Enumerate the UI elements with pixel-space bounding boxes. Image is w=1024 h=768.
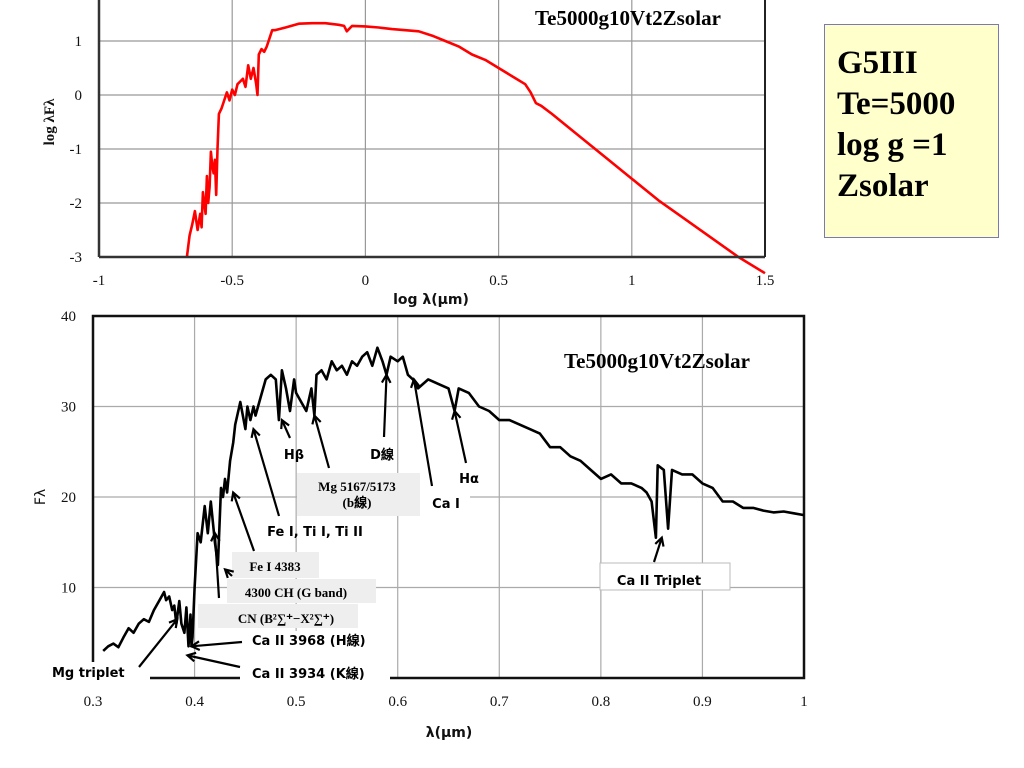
bottom-y-tick-label: 10 xyxy=(61,581,76,597)
top-x-tick-label: -1 xyxy=(93,273,106,289)
top-grid xyxy=(99,0,765,257)
annotation-arrow xyxy=(453,410,468,464)
annotation-label: 4300 CH (G band) xyxy=(245,585,347,600)
annotation-arrow xyxy=(280,419,292,439)
annotation-arrow xyxy=(213,533,221,599)
info-log-g: log g =1 xyxy=(837,127,948,163)
annotation-arrow xyxy=(313,415,331,469)
bottom-y-tick-label: 30 xyxy=(61,400,76,416)
annotation-arrow xyxy=(191,640,243,648)
bottom-x-tick-label: 0.8 xyxy=(591,694,610,710)
annotation-arrowhead-icon xyxy=(210,530,221,542)
annotation-arrowhead-icon xyxy=(451,408,462,420)
annotation-arrow xyxy=(138,618,179,668)
bottom-x-axis-label: λ(μm) xyxy=(426,725,473,741)
bottom-annotation-boxes xyxy=(50,473,731,687)
bottom-x-tick-label: 1 xyxy=(800,694,808,710)
annotation-box xyxy=(232,552,319,578)
annotation-label: Mg triplet xyxy=(52,666,125,681)
top-y-ticks: -3 -2 -1 0 1 xyxy=(70,34,83,266)
annotation-label: Ca II Triplet xyxy=(617,574,701,589)
label-backdrop xyxy=(240,631,390,687)
bottom-x-tick-label: 0.7 xyxy=(490,694,509,710)
info-metallicity: Zsolar xyxy=(837,168,929,204)
bottom-y-axis-label: Fλ xyxy=(33,489,49,505)
bottom-x-tick-label: 0.4 xyxy=(185,694,204,710)
bottom-x-tick-label: 0.6 xyxy=(388,694,407,710)
annotation-arrowhead-icon xyxy=(409,377,421,389)
annotation-label: Ca II 3934 (K線) xyxy=(252,666,365,682)
annotation-arrowhead-icon xyxy=(230,490,241,502)
star-info-box: G5III Te=5000 log g =1 Zsolar xyxy=(824,24,999,238)
annotation-arrow xyxy=(252,428,281,517)
annotation-arrowhead-icon xyxy=(223,567,235,579)
bottom-spectrum-line xyxy=(102,346,805,652)
info-temperature: Te=5000 xyxy=(837,86,956,122)
bottom-x-tick-label: 0.9 xyxy=(693,694,712,710)
top-x-tick-label: 0.5 xyxy=(489,273,508,289)
top-y-axis-label: log λFλ xyxy=(42,98,58,145)
annotation-box xyxy=(227,579,376,603)
top-chart: -1 -0.5 0 0.5 1 1.5 -3 -2 -1 0 1 Te5000g10Vt2Zsol… xyxy=(42,0,774,308)
annotation-box xyxy=(599,562,731,591)
top-spectrum-line xyxy=(185,21,766,275)
annotation-label: Mg 5167/5173 xyxy=(318,479,396,494)
annotation-arrowhead-icon xyxy=(189,640,201,651)
bottom-annotation-labels: Hβ Mg 5167/5173(b線) D線 Ca I Hα Fe I, Ti I, Ti… xyxy=(52,447,701,682)
bottom-x-tick-label: 0.3 xyxy=(84,694,103,710)
annotation-label: D線 xyxy=(370,447,395,463)
top-x-tick-label: -0.5 xyxy=(220,273,244,289)
annotation-arrow xyxy=(187,654,241,669)
annotation-arrowhead-icon xyxy=(185,651,197,663)
annotation-arrow xyxy=(232,492,256,552)
top-x-ticks: -1 -0.5 0 0.5 1 1.5 xyxy=(93,273,775,289)
annotation-box xyxy=(198,604,358,628)
top-x-tick-label: 0 xyxy=(362,273,370,289)
top-chart-title: Te5000g10Vt2Zsolar xyxy=(535,6,721,30)
annotation-label: Hα xyxy=(459,472,479,487)
top-x-axis-label: log λ(μm) xyxy=(393,292,469,308)
label-backdrop xyxy=(420,490,470,512)
annotation-label: Fe I, Ti I, Ti II xyxy=(267,525,363,540)
annotation-arrowhead-icon xyxy=(250,426,261,439)
annotation-arrowhead-icon xyxy=(311,413,322,425)
bottom-x-tick-label: 0.5 xyxy=(287,694,306,710)
bottom-y-ticks: 10 20 30 40 xyxy=(61,309,76,597)
annotation-arrowhead-icon xyxy=(654,535,665,547)
annotation-label: Ca I xyxy=(432,497,460,512)
bottom-annotation-arrows xyxy=(138,372,665,669)
label-backdrop xyxy=(50,662,150,684)
info-spectral-type: G5III xyxy=(837,45,918,81)
annotation-arrowhead-icon xyxy=(380,372,392,384)
top-x-tick-label: 1.5 xyxy=(756,273,775,289)
bottom-x-ticks: 0.3 0.4 0.5 0.6 0.7 0.8 0.9 1 xyxy=(84,694,808,710)
annotation-arrow xyxy=(382,374,388,438)
annotation-arrowhead-icon xyxy=(280,417,290,430)
annotation-arrow xyxy=(412,379,434,487)
top-y-tick-label: 0 xyxy=(75,88,83,104)
annotation-label-line2: (b線) xyxy=(343,495,372,510)
top-y-tick-label: -3 xyxy=(70,250,83,266)
annotation-label: Ca II 3968 (H線) xyxy=(252,633,366,649)
annotation-arrowhead-icon xyxy=(168,617,179,629)
annotation-label: Hβ xyxy=(284,448,304,463)
bottom-y-tick-label: 20 xyxy=(61,490,76,506)
annotation-label: CN (B²∑⁺−X²∑⁺) xyxy=(238,611,334,626)
bottom-plot-border xyxy=(91,314,806,680)
top-y-tick-label: 1 xyxy=(75,34,83,50)
top-y-tick-label: -1 xyxy=(70,142,83,158)
annotation-arrow xyxy=(652,537,663,563)
annotation-box xyxy=(297,473,420,516)
bottom-chart-title: Te5000g10Vt2Zsolar xyxy=(564,349,750,373)
bottom-chart: 0.3 0.4 0.5 0.6 0.7 0.8 0.9 1 10 20 30 40 Hβ Mg 516… xyxy=(33,309,808,741)
bottom-y-tick-label: 40 xyxy=(61,309,76,325)
top-x-tick-label: 1 xyxy=(628,273,636,289)
top-y-tick-label: -2 xyxy=(70,196,83,212)
annotation-label: Fe I 4383 xyxy=(249,559,301,574)
